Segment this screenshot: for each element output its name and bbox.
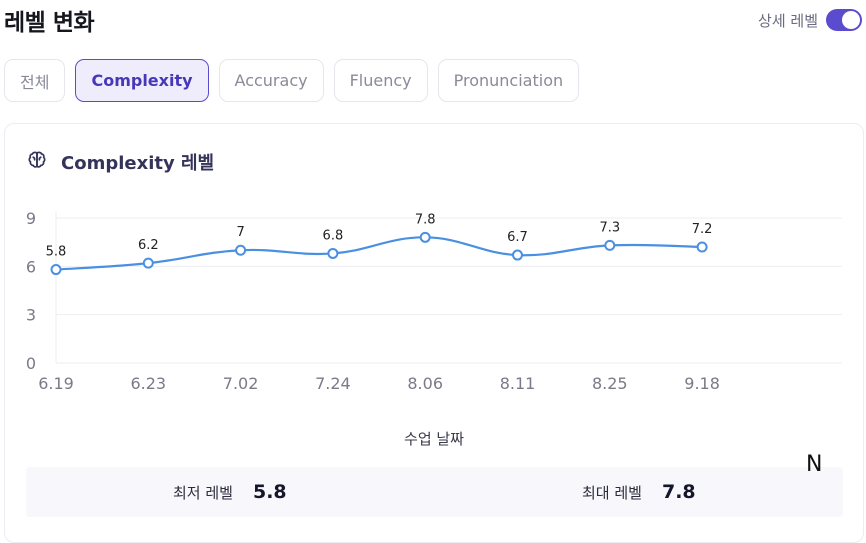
y-tick-label: 9 (26, 209, 36, 228)
data-label: 7.3 (599, 220, 620, 235)
detail-level-label: 상세 레벨 (758, 11, 818, 30)
data-label: 7 (236, 225, 244, 240)
tab-fluency[interactable]: Fluency (333, 59, 428, 102)
x-tick-label: 9.18 (684, 374, 720, 393)
max-level-stat: 최대 레벨 7.8 (582, 467, 696, 517)
tab-complexity[interactable]: Complexity (75, 59, 209, 102)
y-tick-label: 3 (26, 306, 36, 325)
x-tick-label: 8.25 (592, 374, 628, 393)
tab-accuracy[interactable]: Accuracy (218, 59, 324, 102)
tab-all[interactable]: 전체 (4, 59, 66, 102)
data-label: 6.7 (507, 230, 528, 245)
data-label: 6.8 (323, 228, 344, 243)
x-tick-label: 6.23 (130, 374, 166, 393)
toggle-knob (842, 11, 860, 29)
tab-pronunciation[interactable]: Pronunciation (437, 59, 580, 102)
data-label: 6.2 (138, 238, 159, 253)
data-point (50, 264, 62, 276)
y-tick-label: 6 (26, 257, 36, 276)
data-point (512, 249, 523, 261)
detail-level-toggle[interactable] (826, 9, 862, 31)
page-title: 레벨 변화 (4, 10, 95, 36)
x-tick-label: 7.24 (315, 374, 351, 393)
x-tick-label: 7.02 (223, 374, 259, 393)
min-level-value: 5.8 (252, 481, 287, 503)
data-label: 7.2 (692, 222, 713, 237)
corner-letter: N (806, 452, 823, 477)
card-title: Complexity 레벨 (61, 153, 215, 174)
max-level-value: 7.8 (661, 481, 696, 503)
level-summary: 최저 레벨 5.8 최대 레벨 7.8 (26, 467, 843, 517)
data-point (419, 231, 431, 243)
x-tick-label: 8.11 (500, 374, 536, 393)
x-tick-label: 6.19 (38, 374, 74, 393)
category-tabs: 전체 Complexity Accuracy Fluency Pronuncia… (4, 59, 580, 102)
x-axis-title: 수업 날짜 (404, 430, 464, 448)
data-point (235, 244, 247, 256)
data-label: 5.8 (46, 245, 67, 260)
min-level-label: 최저 레벨 (173, 483, 233, 502)
min-level-stat: 최저 레벨 5.8 (173, 467, 287, 517)
max-level-label: 최대 레벨 (582, 483, 642, 502)
series-line (55, 236, 703, 271)
data-point (696, 241, 708, 253)
data-point (142, 257, 154, 269)
detail-level-control: 상세 레벨 (758, 9, 862, 31)
card-header: Complexity 레벨 (27, 149, 214, 175)
x-tick-label: 8.06 (407, 374, 443, 393)
data-point (327, 247, 339, 259)
brain-icon (27, 150, 47, 174)
y-tick-label: 0 (26, 354, 36, 373)
data-label: 7.8 (415, 212, 436, 227)
complexity-line-chart: 0 3 6 9 6.19 6.23 7.02 7.24 8.06 8.11 8.25 9.18 수업 날… (26, 209, 842, 448)
data-point (604, 239, 616, 251)
